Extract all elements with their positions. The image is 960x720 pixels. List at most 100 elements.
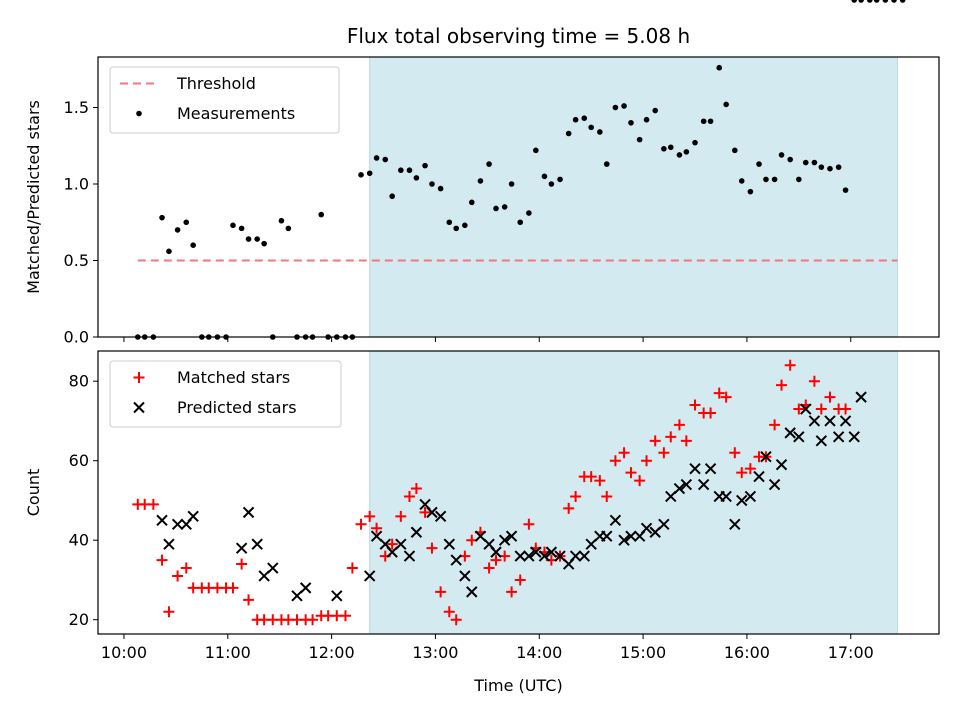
matched-stars-point bbox=[236, 558, 248, 570]
predicted-stars-point bbox=[689, 462, 701, 475]
legend-label: Matched stars bbox=[177, 368, 290, 387]
measurement-point bbox=[866, 0, 873, 3]
measurement-point bbox=[588, 124, 594, 131]
legend: Threshold Measurements bbox=[109, 66, 340, 134]
matched-stars-point bbox=[426, 542, 438, 554]
measurement-point bbox=[873, 0, 880, 3]
measurement-point bbox=[738, 178, 745, 184]
matched-stars-point bbox=[713, 387, 725, 399]
matched-stars-point bbox=[705, 407, 717, 419]
predicted-stars-point bbox=[720, 490, 732, 503]
measurement-point bbox=[796, 176, 802, 183]
measurement-point bbox=[835, 164, 842, 170]
matched-stars-point bbox=[720, 391, 732, 403]
x-tick-label: 17:00 bbox=[828, 643, 874, 662]
predicted-stars-point bbox=[640, 522, 653, 534]
measurement-point bbox=[603, 161, 610, 167]
measurement-point bbox=[254, 236, 261, 242]
predicted-stars-point bbox=[793, 431, 805, 443]
predicted-stars-point bbox=[578, 550, 590, 562]
matched-stars-point bbox=[180, 562, 192, 574]
matched-stars-point bbox=[147, 498, 159, 510]
x-tick-label: 15:00 bbox=[620, 643, 666, 662]
y-tick-label: 60 bbox=[69, 451, 89, 470]
predicted-stars-point bbox=[839, 415, 852, 427]
measurement-point bbox=[238, 225, 245, 232]
measurement-point bbox=[429, 181, 435, 187]
series-dot-markers bbox=[135, 0, 906, 340]
measurement-point bbox=[358, 172, 364, 178]
chart-title: Flux total observing time = 5.08 h bbox=[347, 24, 690, 48]
measurement-point bbox=[493, 205, 499, 212]
predicted-stars-point bbox=[235, 542, 248, 554]
predicted-stars-point bbox=[403, 550, 416, 562]
matched-stars-point bbox=[729, 447, 741, 459]
measurement-point bbox=[676, 152, 683, 158]
y-tick-label: 80 bbox=[69, 372, 89, 391]
predicted-stars-point bbox=[784, 427, 796, 439]
matched-stars-point bbox=[594, 475, 606, 487]
predicted-stars-point bbox=[768, 478, 781, 491]
matched-stars-point bbox=[784, 359, 796, 371]
matched-stars-point bbox=[386, 538, 398, 550]
predicted-stars-point bbox=[163, 538, 175, 550]
observing-window-shade bbox=[369, 350, 898, 635]
matched-stars-point bbox=[450, 614, 462, 626]
predicted-stars-point bbox=[410, 526, 423, 538]
legend-measurement-swatch bbox=[136, 110, 142, 117]
predicted-stars-point bbox=[601, 530, 613, 542]
legend-label: Measurements bbox=[177, 104, 295, 123]
predicted-stars-point bbox=[459, 570, 471, 582]
matched-stars-point bbox=[641, 455, 653, 467]
measurement-point bbox=[462, 222, 468, 229]
legend-label: Threshold bbox=[176, 74, 256, 93]
measurement-point bbox=[683, 149, 690, 155]
x-tick-label: 12:00 bbox=[309, 643, 355, 662]
matched-stars-point bbox=[808, 375, 820, 387]
matched-stars-point bbox=[840, 403, 852, 415]
predicted-stars-point bbox=[450, 554, 462, 566]
measurement-point bbox=[771, 176, 778, 183]
measurement-point bbox=[477, 178, 484, 184]
measurement-point bbox=[763, 176, 769, 183]
series-x-markers bbox=[157, 392, 867, 602]
predicted-stars-point bbox=[395, 538, 407, 550]
matched-stars-point bbox=[744, 463, 756, 475]
predicted-stars-point bbox=[760, 451, 772, 463]
measurement-point bbox=[517, 219, 524, 226]
measurement-point bbox=[597, 129, 603, 135]
predicted-stars-point bbox=[523, 550, 535, 562]
measurement-point bbox=[716, 64, 723, 71]
y-axis-label: Count bbox=[24, 469, 43, 517]
predicted-stars-point bbox=[466, 586, 478, 598]
matched-stars-point bbox=[665, 431, 677, 443]
legend-box bbox=[109, 66, 340, 134]
x-axis-label: Time (UTC) bbox=[473, 676, 562, 695]
predicted-stars-point bbox=[625, 530, 637, 542]
y-tick-label: 0.0 bbox=[64, 328, 89, 347]
predicted-stars-point bbox=[680, 478, 693, 491]
measurement-point bbox=[413, 175, 420, 181]
series-plus-markers bbox=[132, 359, 852, 626]
measurement-point bbox=[398, 167, 404, 174]
matched-stars-point bbox=[355, 518, 367, 530]
measurement-point bbox=[756, 161, 762, 167]
y-tick-label: 1.5 bbox=[64, 98, 89, 117]
predicted-stars-point bbox=[697, 478, 710, 491]
matched-stars-point bbox=[815, 403, 827, 415]
measurement-point bbox=[373, 155, 380, 161]
matched-stars-point bbox=[776, 379, 788, 391]
axes-frame bbox=[97, 350, 940, 635]
measurement-point bbox=[818, 164, 825, 170]
measurement-point bbox=[667, 144, 674, 151]
measurement-point bbox=[318, 211, 325, 218]
matched-stars-point bbox=[585, 471, 597, 483]
matched-stars-point bbox=[172, 570, 184, 582]
top-panel: 0.0 0.5 1.0 1.5 Matched/Predicted stars Thres… bbox=[24, 0, 940, 347]
matched-stars-point bbox=[339, 610, 351, 622]
predicted-stars-point bbox=[848, 431, 860, 443]
measurement-point bbox=[643, 116, 650, 123]
measurement-point bbox=[422, 162, 428, 169]
measurement-point bbox=[882, 0, 889, 3]
x-tick-label: 10:00 bbox=[101, 643, 147, 662]
